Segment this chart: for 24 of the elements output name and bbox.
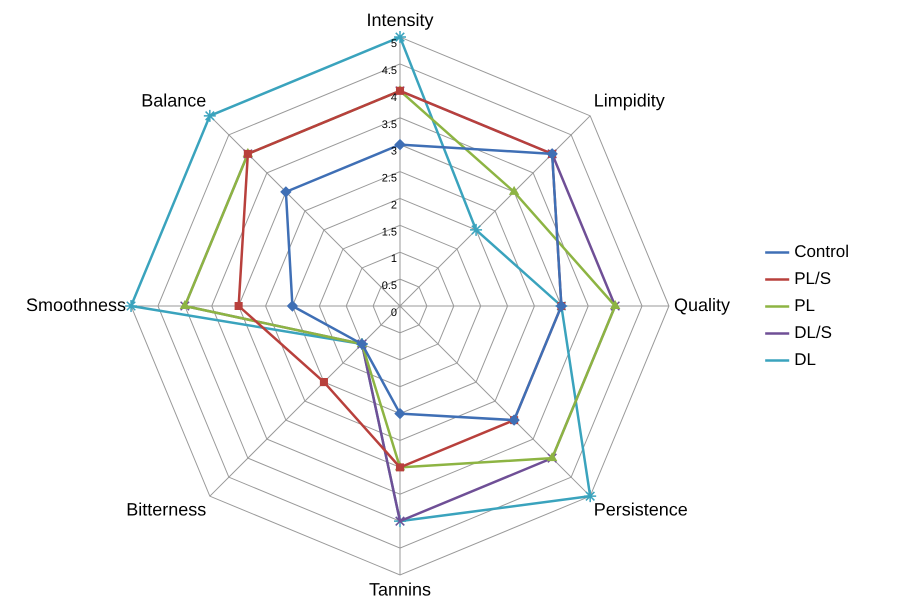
spoke-label: Smoothness [26,294,126,315]
legend-label: PL [794,296,815,316]
y-tick-label: 3.5 [382,118,397,131]
legend-label: DL/S [794,323,832,342]
spoke-label: Limpidity [594,90,665,110]
y-tick-label: 5 [390,38,397,50]
spoke-label: Balance [141,90,206,110]
spoke-label: Bitterness [126,499,206,520]
y-tick-label: 1 [390,253,397,266]
spoke-label: Persistence [594,499,688,520]
y-tick-label: 2.5 [382,172,397,185]
legend-label: DL [794,350,816,370]
spoke-label: Tannins [368,580,432,600]
y-tick-label: 0 [390,307,397,320]
y-tick-label: 1.5 [382,226,397,238]
y-tick-label: 3 [390,146,397,158]
y-tick-label: 0.5 [382,280,397,292]
y-tick-label: 4 [390,92,397,104]
y-tick-label: 2 [390,199,397,212]
legend-label: PL/S [794,269,832,288]
y-tick-label: 4.5 [382,64,397,77]
spoke-label: Quality [674,294,730,315]
legend-label: Control [794,242,850,262]
spoke-label: Intensity [366,10,434,30]
